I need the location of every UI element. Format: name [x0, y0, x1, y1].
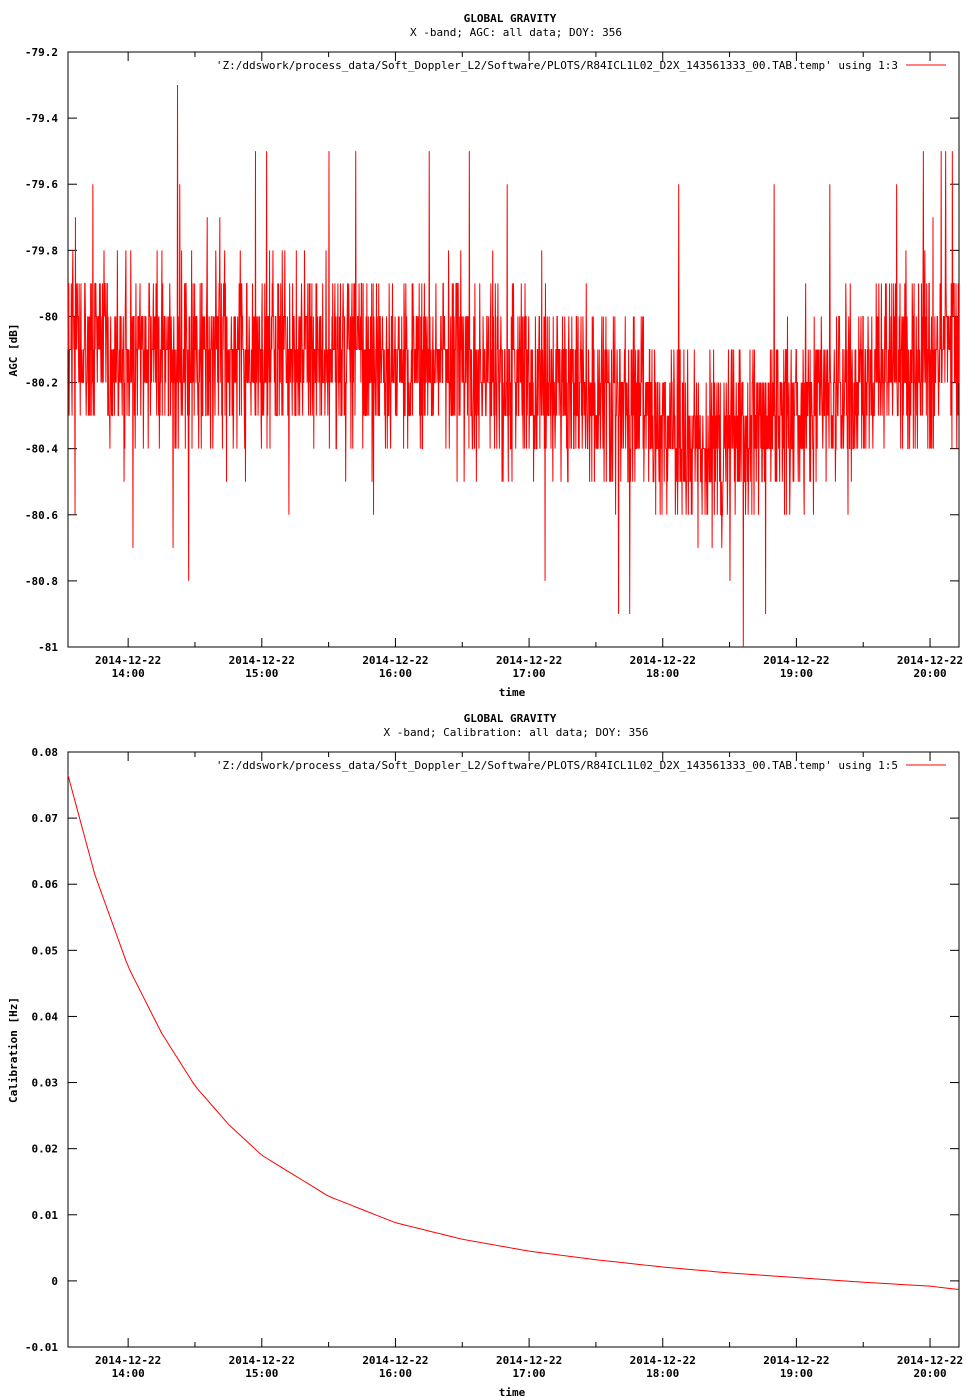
- agc-y-tick-label: -79.8: [25, 244, 58, 257]
- calibration-y-tick-label: 0.08: [32, 746, 59, 759]
- agc-y-tick-label: -80.4: [25, 443, 58, 456]
- agc-x-tick-date-label: 2014-12-22: [95, 654, 161, 667]
- calibration-y-tick-label: 0.02: [32, 1143, 59, 1156]
- agc-y-tick-label: -80: [38, 310, 58, 323]
- calibration-x-tick-date-label: 2014-12-22: [362, 1354, 428, 1367]
- calibration-y-tick-label: 0.07: [32, 812, 59, 825]
- calibration-chart-title: GLOBAL GRAVITY: [464, 712, 557, 725]
- agc-y-axis-label: AGC [dB]: [7, 324, 20, 377]
- agc-x-tick-label: 18:00: [646, 667, 679, 680]
- agc-legend: 'Z:/ddswork/process_data/Soft_Doppler_L2…: [216, 59, 946, 72]
- agc-x-tick-label: 15:00: [245, 667, 278, 680]
- agc-x-tick-label: 17:00: [513, 667, 546, 680]
- agc-y-tick-label: -79.2: [25, 46, 58, 59]
- agc-x-tick-date-label: 2014-12-22: [229, 654, 295, 667]
- calibration-x-ticks: 2014-12-2214:002014-12-2215:002014-12-22…: [95, 752, 963, 1380]
- calibration-y-tick-label: 0.05: [32, 944, 59, 957]
- agc-chart-title: GLOBAL GRAVITY: [464, 12, 557, 25]
- agc-x-tick-date-label: 2014-12-22: [362, 654, 428, 667]
- calibration-x-tick-date-label: 2014-12-22: [95, 1354, 161, 1367]
- calibration-y-tick-label: 0.03: [32, 1077, 59, 1090]
- agc-x-tick-date-label: 2014-12-22: [763, 654, 829, 667]
- calibration-chart: GLOBAL GRAVITY X -band; Calibration: all…: [7, 712, 963, 1399]
- calibration-legend: 'Z:/ddswork/process_data/Soft_Doppler_L2…: [216, 759, 946, 772]
- calibration-x-tick-label: 16:00: [379, 1367, 412, 1380]
- agc-x-tick-date-label: 2014-12-22: [897, 654, 963, 667]
- agc-x-tick-date-label: 2014-12-22: [496, 654, 562, 667]
- agc-x-axis-label: time: [499, 686, 526, 699]
- calibration-x-tick-date-label: 2014-12-22: [496, 1354, 562, 1367]
- calibration-x-axis-label: time: [499, 1386, 526, 1399]
- calibration-x-tick-date-label: 2014-12-22: [630, 1354, 696, 1367]
- calibration-series-line: [67, 775, 960, 1290]
- agc-chart: GLOBAL GRAVITY X -band; AGC: all data; D…: [7, 12, 963, 699]
- agc-y-tick-label: -80.6: [25, 509, 58, 522]
- agc-chart-subtitle: X -band; AGC: all data; DOY: 356: [410, 26, 622, 39]
- calibration-x-tick-label: 19:00: [780, 1367, 813, 1380]
- calibration-legend-label: 'Z:/ddswork/process_data/Soft_Doppler_L2…: [216, 759, 898, 772]
- calibration-x-tick-label: 15:00: [245, 1367, 278, 1380]
- calibration-x-tick-date-label: 2014-12-22: [897, 1354, 963, 1367]
- calibration-series-path: [67, 775, 960, 1290]
- agc-series-line: [67, 85, 960, 648]
- agc-x-ticks: 2014-12-2214:002014-12-2215:002014-12-22…: [95, 52, 963, 680]
- calibration-x-tick-date-label: 2014-12-22: [229, 1354, 295, 1367]
- agc-y-tick-label: -80.2: [25, 377, 58, 390]
- calibration-x-tick-label: 14:00: [112, 1367, 145, 1380]
- agc-y-tick-label: -81: [38, 641, 58, 654]
- calibration-x-tick-date-label: 2014-12-22: [763, 1354, 829, 1367]
- agc-x-tick-label: 20:00: [913, 667, 946, 680]
- agc-x-tick-label: 19:00: [780, 667, 813, 680]
- calibration-x-tick-label: 17:00: [513, 1367, 546, 1380]
- agc-y-tick-label: -79.6: [25, 178, 58, 191]
- calibration-x-tick-label: 18:00: [646, 1367, 679, 1380]
- agc-y-tick-label: -80.8: [25, 575, 58, 588]
- calibration-plot-frame: [67, 751, 960, 1348]
- agc-y-tick-label: -79.4: [25, 112, 58, 125]
- calibration-y-tick-label: 0.06: [32, 878, 59, 891]
- agc-x-tick-label: 14:00: [112, 667, 145, 680]
- agc-series-path: [67, 85, 960, 648]
- calibration-y-tick-label: 0: [51, 1275, 58, 1288]
- calibration-y-tick-label: -0.01: [25, 1341, 58, 1354]
- calibration-y-axis-label: Calibration [Hz]: [7, 997, 20, 1103]
- calibration-y-tick-label: 0.04: [32, 1010, 59, 1023]
- agc-y-ticks: -79.2 -79.4 -79.6 -79.8 -80 -80.2 -80.4 -80.6 -8…: [25, 46, 959, 654]
- agc-x-tick-date-label: 2014-12-22: [630, 654, 696, 667]
- calibration-y-tick-label: 0.01: [32, 1209, 59, 1222]
- agc-legend-label: 'Z:/ddswork/process_data/Soft_Doppler_L2…: [216, 59, 898, 72]
- calibration-y-ticks: 0.08 0.07 0.06 0.05 0.04 0.03 0.02 0.01 0 -0.01: [25, 746, 959, 1354]
- agc-x-tick-label: 16:00: [379, 667, 412, 680]
- calibration-x-tick-label: 20:00: [913, 1367, 946, 1380]
- calibration-chart-subtitle: X -band; Calibration: all data; DOY: 356: [384, 726, 649, 739]
